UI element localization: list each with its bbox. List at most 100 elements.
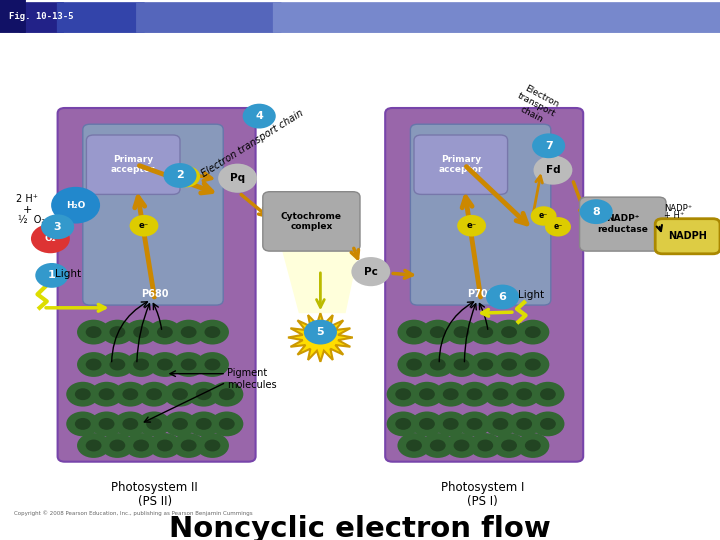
Circle shape [477, 326, 493, 338]
Circle shape [406, 326, 422, 338]
Circle shape [148, 433, 181, 458]
Circle shape [501, 440, 517, 451]
Circle shape [77, 433, 110, 458]
Circle shape [492, 433, 526, 458]
Circle shape [109, 359, 125, 370]
Text: P700: P700 [467, 289, 495, 299]
Circle shape [467, 388, 482, 400]
Circle shape [516, 320, 549, 345]
Circle shape [445, 433, 478, 458]
Circle shape [172, 388, 188, 400]
Circle shape [171, 166, 200, 187]
Circle shape [501, 359, 517, 370]
FancyBboxPatch shape [580, 197, 666, 251]
Circle shape [148, 320, 181, 345]
Circle shape [90, 382, 123, 407]
Text: 2: 2 [176, 171, 184, 180]
Circle shape [163, 163, 197, 188]
Circle shape [86, 326, 102, 338]
Circle shape [410, 382, 444, 407]
Circle shape [181, 359, 197, 370]
Text: ATP: ATP [309, 333, 332, 342]
Text: Noncyclic electron flow: Noncyclic electron flow [169, 515, 551, 540]
Circle shape [516, 388, 532, 400]
Circle shape [540, 388, 556, 400]
Circle shape [133, 326, 149, 338]
Circle shape [395, 418, 411, 430]
Circle shape [525, 359, 541, 370]
Circle shape [508, 382, 541, 407]
Text: + H⁺: + H⁺ [664, 212, 684, 220]
Circle shape [430, 359, 446, 370]
Circle shape [508, 411, 541, 436]
Circle shape [122, 388, 138, 400]
Circle shape [204, 326, 220, 338]
Text: e⁻: e⁻ [181, 172, 191, 181]
Circle shape [516, 433, 549, 458]
Circle shape [51, 187, 100, 224]
Text: P680: P680 [141, 289, 168, 299]
FancyBboxPatch shape [0, 0, 26, 33]
FancyBboxPatch shape [58, 108, 256, 462]
Text: NADPH: NADPH [668, 231, 707, 241]
Circle shape [534, 156, 572, 185]
Circle shape [304, 320, 337, 345]
Circle shape [243, 104, 276, 129]
Circle shape [421, 320, 454, 345]
Circle shape [531, 206, 557, 226]
Text: Pc: Pc [364, 267, 378, 276]
Circle shape [196, 388, 212, 400]
FancyBboxPatch shape [410, 124, 551, 305]
Text: 3: 3 [54, 222, 61, 232]
Circle shape [531, 411, 564, 436]
Circle shape [540, 418, 556, 430]
Circle shape [157, 359, 173, 370]
Circle shape [406, 359, 422, 370]
Circle shape [531, 382, 564, 407]
Circle shape [434, 382, 467, 407]
Circle shape [172, 418, 188, 430]
Circle shape [467, 418, 482, 430]
Circle shape [196, 418, 212, 430]
Circle shape [157, 326, 173, 338]
Text: e⁻: e⁻ [467, 221, 477, 230]
Circle shape [122, 418, 138, 430]
Circle shape [125, 433, 158, 458]
Text: e⁻: e⁻ [539, 212, 548, 220]
Circle shape [86, 359, 102, 370]
Circle shape [492, 320, 526, 345]
Circle shape [419, 388, 435, 400]
Circle shape [75, 418, 91, 430]
Circle shape [545, 217, 571, 237]
Circle shape [434, 411, 467, 436]
Circle shape [109, 326, 125, 338]
Circle shape [443, 418, 459, 430]
Text: Fig. 10-13-5: Fig. 10-13-5 [9, 12, 73, 21]
Circle shape [181, 440, 197, 451]
Circle shape [146, 418, 162, 430]
Text: Pigment
molecules: Pigment molecules [227, 368, 276, 390]
FancyBboxPatch shape [19, 2, 64, 33]
FancyBboxPatch shape [273, 2, 720, 33]
FancyBboxPatch shape [655, 219, 720, 254]
Polygon shape [281, 246, 360, 313]
Circle shape [75, 388, 91, 400]
Circle shape [421, 433, 454, 458]
Circle shape [477, 359, 493, 370]
Text: Light: Light [55, 269, 81, 279]
Text: O₂: O₂ [45, 234, 56, 243]
Circle shape [133, 359, 149, 370]
Circle shape [469, 352, 502, 377]
Text: Primary
acceptor: Primary acceptor [111, 155, 156, 174]
Circle shape [109, 440, 125, 451]
Text: Pq: Pq [230, 173, 246, 183]
Circle shape [454, 326, 469, 338]
Circle shape [99, 388, 114, 400]
Circle shape [66, 411, 99, 436]
Circle shape [196, 433, 229, 458]
Circle shape [419, 418, 435, 430]
Circle shape [477, 440, 493, 451]
Circle shape [580, 199, 613, 224]
Text: Electron
transport
chain: Electron transport chain [511, 82, 562, 129]
Circle shape [516, 418, 532, 430]
